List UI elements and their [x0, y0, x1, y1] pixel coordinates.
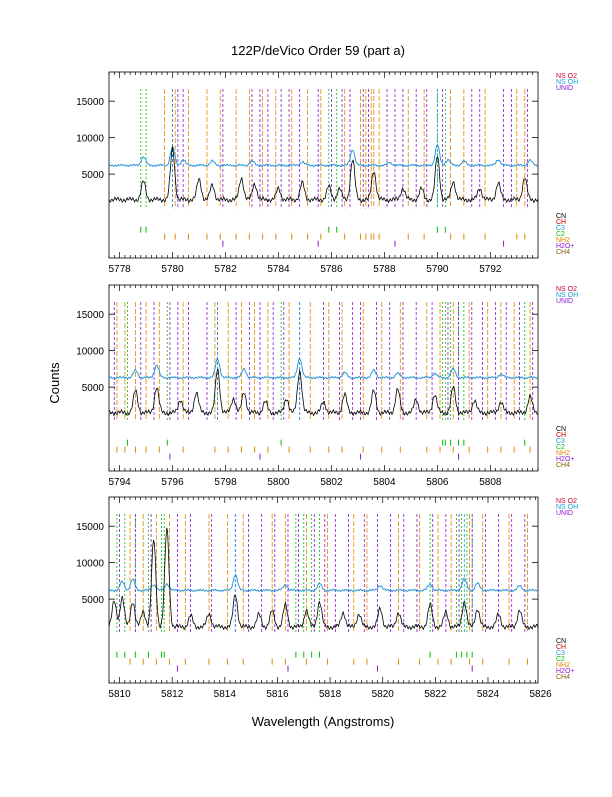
panel-1: 5000 10000 15000 5778 5780 5782 5784 5786 5788 57…	[76, 71, 578, 275]
plot-frame	[108, 496, 539, 684]
x-tick-label: 5804	[373, 477, 396, 488]
legend-species-ch4: CH4	[556, 462, 570, 469]
legend-top-unid: UNID	[556, 85, 573, 92]
legend-top-unid: UNID	[556, 510, 573, 517]
y-tick-label: 5000	[82, 595, 105, 606]
x-tick-label: 5808	[479, 477, 502, 488]
x-tick-label: 5782	[214, 264, 237, 275]
x-tick-label: 5796	[161, 477, 184, 488]
legend-species-c2: C2	[556, 656, 565, 663]
plot-frame	[108, 284, 539, 472]
y-tick-label: 15000	[76, 97, 104, 108]
y-tick-label: 5000	[82, 383, 105, 394]
sky-spectrum-line	[108, 144, 539, 168]
legend-species-h2o-: H2O+	[556, 456, 574, 463]
comet-spectrum-line	[108, 146, 539, 204]
x-axis-label: Wavelength (Angstroms)	[252, 714, 395, 729]
x-tick-label: 5818	[319, 689, 342, 700]
y-axis-label: Counts	[47, 362, 62, 404]
x-tick-label: 5816	[266, 689, 289, 700]
legend-species-ch4: CH4	[556, 674, 570, 681]
x-tick-label: 5812	[161, 689, 184, 700]
panel-3: 5000 10000 15000 5810 5812 5814 5816 5818 5820 58…	[76, 496, 578, 700]
legend-species-nh2: NH2	[556, 450, 570, 457]
legend-top-ns-oh: NS OH	[556, 292, 578, 299]
legend-species-h2o-: H2O+	[556, 243, 574, 250]
x-tick-label: 5778	[108, 264, 131, 275]
legend-top-ns-oh: NS OH	[556, 79, 578, 86]
x-tick-label: 5800	[267, 477, 290, 488]
comet-spectrum-line	[108, 368, 539, 417]
y-tick-label: 15000	[76, 522, 104, 533]
x-tick-label: 5806	[426, 477, 449, 488]
legend-species-c2: C2	[556, 444, 565, 451]
x-tick-label: 5786	[320, 264, 343, 275]
x-tick-label: 5798	[214, 477, 237, 488]
x-tick-label: 5792	[479, 264, 502, 275]
plot-frame	[108, 71, 539, 259]
legend-top-ns-o2: NS O2	[556, 498, 577, 505]
y-tick-label: 15000	[76, 310, 104, 321]
x-tick-label: 5790	[426, 264, 449, 275]
x-tick-label: 5820	[372, 689, 395, 700]
legend-top-ns-o2: NS O2	[556, 286, 577, 293]
x-tick-label: 5780	[161, 264, 184, 275]
x-tick-label: 5814	[214, 689, 237, 700]
legend-species-nh2: NH2	[556, 662, 570, 669]
y-tick-label: 10000	[76, 559, 104, 570]
chart-title: 122P/deVico Order 59 (part a)	[231, 43, 405, 58]
legend-top-ns-oh: NS OH	[556, 504, 578, 511]
legend-species-h2o-: H2O+	[556, 668, 574, 675]
x-tick-label: 5826	[530, 689, 553, 700]
y-tick-label: 10000	[76, 134, 104, 145]
legend-species-ch: CH	[556, 644, 566, 651]
y-tick-label: 10000	[76, 347, 104, 358]
x-tick-label: 5824	[477, 689, 500, 700]
legend-species-ch: CH	[556, 432, 566, 439]
legend-species-c3: C3	[556, 650, 565, 657]
legend-species-c3: C3	[556, 225, 565, 232]
sky-spectrum-line	[108, 357, 539, 380]
x-tick-label: 5794	[108, 477, 131, 488]
legend-species-c3: C3	[556, 438, 565, 445]
legend-species-nh2: NH2	[556, 237, 570, 244]
x-tick-label: 5788	[373, 264, 396, 275]
sky-spectrum-line	[108, 574, 539, 593]
comet-spectrum-line	[108, 527, 539, 631]
y-tick-label: 5000	[82, 170, 105, 181]
legend-species-cn: CN	[556, 638, 566, 645]
legend-species-ch: CH	[556, 219, 566, 226]
legend-top-ns-o2: NS O2	[556, 73, 577, 80]
x-tick-label: 5784	[267, 264, 290, 275]
panel-2: 5000 10000 15000 5794 5796 5798 5800 5802 5804 58…	[76, 284, 578, 488]
panels: 5000 10000 15000 5778 5780 5782 5784 5786 5788 57…	[76, 71, 578, 700]
x-tick-label: 5810	[108, 689, 131, 700]
x-tick-label: 5802	[320, 477, 343, 488]
legend-top-unid: UNID	[556, 298, 573, 305]
legend-species-c2: C2	[556, 231, 565, 238]
legend-species-cn: CN	[556, 426, 566, 433]
x-tick-label: 5822	[424, 689, 447, 700]
legend-species-cn: CN	[556, 213, 566, 220]
legend-species-ch4: CH4	[556, 249, 570, 256]
